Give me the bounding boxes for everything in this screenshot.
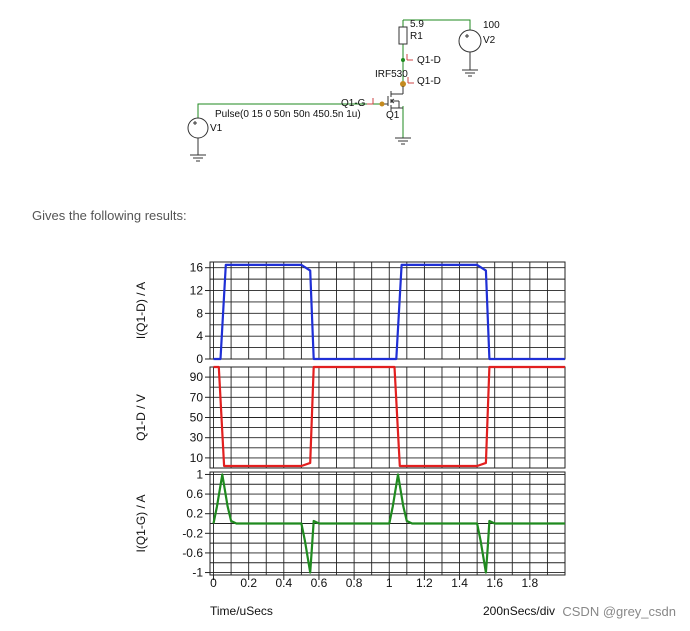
x-tick-label: 0.2 — [240, 576, 257, 590]
chart-panel-3: -1 -0.6 -0.2 0.2 0.6 1 I(Q1-G) / A — [134, 467, 566, 580]
y-tick-label: 50 — [190, 411, 204, 425]
x-tick-label: 1.6 — [486, 576, 503, 590]
x-tick-label: 1.8 — [522, 576, 539, 590]
y-tick-label: 8 — [196, 306, 203, 320]
y-axis-label: Q1-D / V — [134, 394, 148, 441]
resistor-r1[interactable] — [398, 26, 408, 45]
x-tick-label: 1.2 — [416, 576, 433, 590]
y-tick-label: -1 — [192, 566, 203, 580]
x-scale-label: 200nSecs/div — [483, 604, 555, 618]
y-tick-label: 1 — [196, 467, 203, 481]
mosfet-model-label: IRF530 — [375, 69, 408, 80]
y-tick-label: -0.2 — [182, 526, 203, 540]
ground-symbol-q1 — [395, 137, 411, 145]
circuit-schematic: 5.9 R1 100 V2 Q1-D IRF530 Q1-D — [187, 19, 500, 162]
v2-name-label: V2 — [483, 35, 496, 46]
probe-label-q1-d-top: Q1-D — [417, 55, 441, 66]
y-tick-label: -0.6 — [182, 546, 203, 560]
chart-panel-2: 10 30 50 70 90 Q1-D / V — [134, 365, 566, 469]
y-tick-label: 4 — [196, 329, 203, 343]
x-tick-label: 0.8 — [346, 576, 363, 590]
pulse-spec-label: Pulse(0 15 0 50n 50n 450.5n 1u) — [215, 109, 361, 120]
r1-name-label: R1 — [410, 31, 423, 42]
voltage-source-v1[interactable] — [187, 117, 209, 162]
x-tick-label: 0.6 — [311, 576, 328, 590]
x-tick-label: 0.4 — [275, 576, 292, 590]
results-caption: Gives the following results: — [32, 208, 187, 223]
probe-marker-gate — [367, 98, 385, 107]
y-tick-label: 0 — [196, 352, 203, 366]
y-tick-label: 0.2 — [186, 507, 203, 521]
series-line — [213, 263, 565, 361]
series-line — [213, 365, 565, 468]
x-tick-label: 1 — [386, 576, 393, 590]
panel-frame — [209, 261, 566, 360]
x-axis-label: Time/uSecs — [210, 604, 273, 618]
voltage-source-v2[interactable] — [458, 29, 482, 77]
v2-value-label: 100 — [483, 20, 500, 31]
y-tick-label: 90 — [190, 370, 204, 384]
y-axis-label: I(Q1-D) / A — [134, 282, 148, 339]
probe-marker-drain-2 — [400, 77, 414, 87]
y-tick-label: 70 — [190, 390, 204, 404]
probe-label-q1-d-bottom: Q1-D — [417, 76, 441, 87]
x-tick-label: 0 — [210, 576, 217, 590]
y-axis-label: I(Q1-G) / A — [134, 494, 148, 552]
probe-marker-drain — [401, 54, 413, 62]
y-tick-label: 16 — [190, 261, 204, 275]
r1-value-label: 5.9 — [410, 19, 424, 30]
series-line — [212, 473, 565, 574]
x-tick-label: 1.4 — [451, 576, 468, 590]
v1-name-label: V1 — [210, 123, 223, 134]
y-tick-label: 10 — [190, 451, 204, 465]
y-tick-label: 30 — [190, 431, 204, 445]
y-tick-label: 0.6 — [186, 487, 203, 501]
chart-panel-1: 0 4 8 12 16 I(Q1-D) / A — [134, 261, 566, 366]
schematic-wires — [197, 19, 471, 138]
probe-label-q1-g: Q1-G — [341, 98, 366, 109]
y-tick-label: 12 — [190, 284, 204, 298]
mosfet-name-label: Q1 — [386, 110, 400, 121]
watermark: CSDN @grey_csdn — [562, 604, 676, 619]
